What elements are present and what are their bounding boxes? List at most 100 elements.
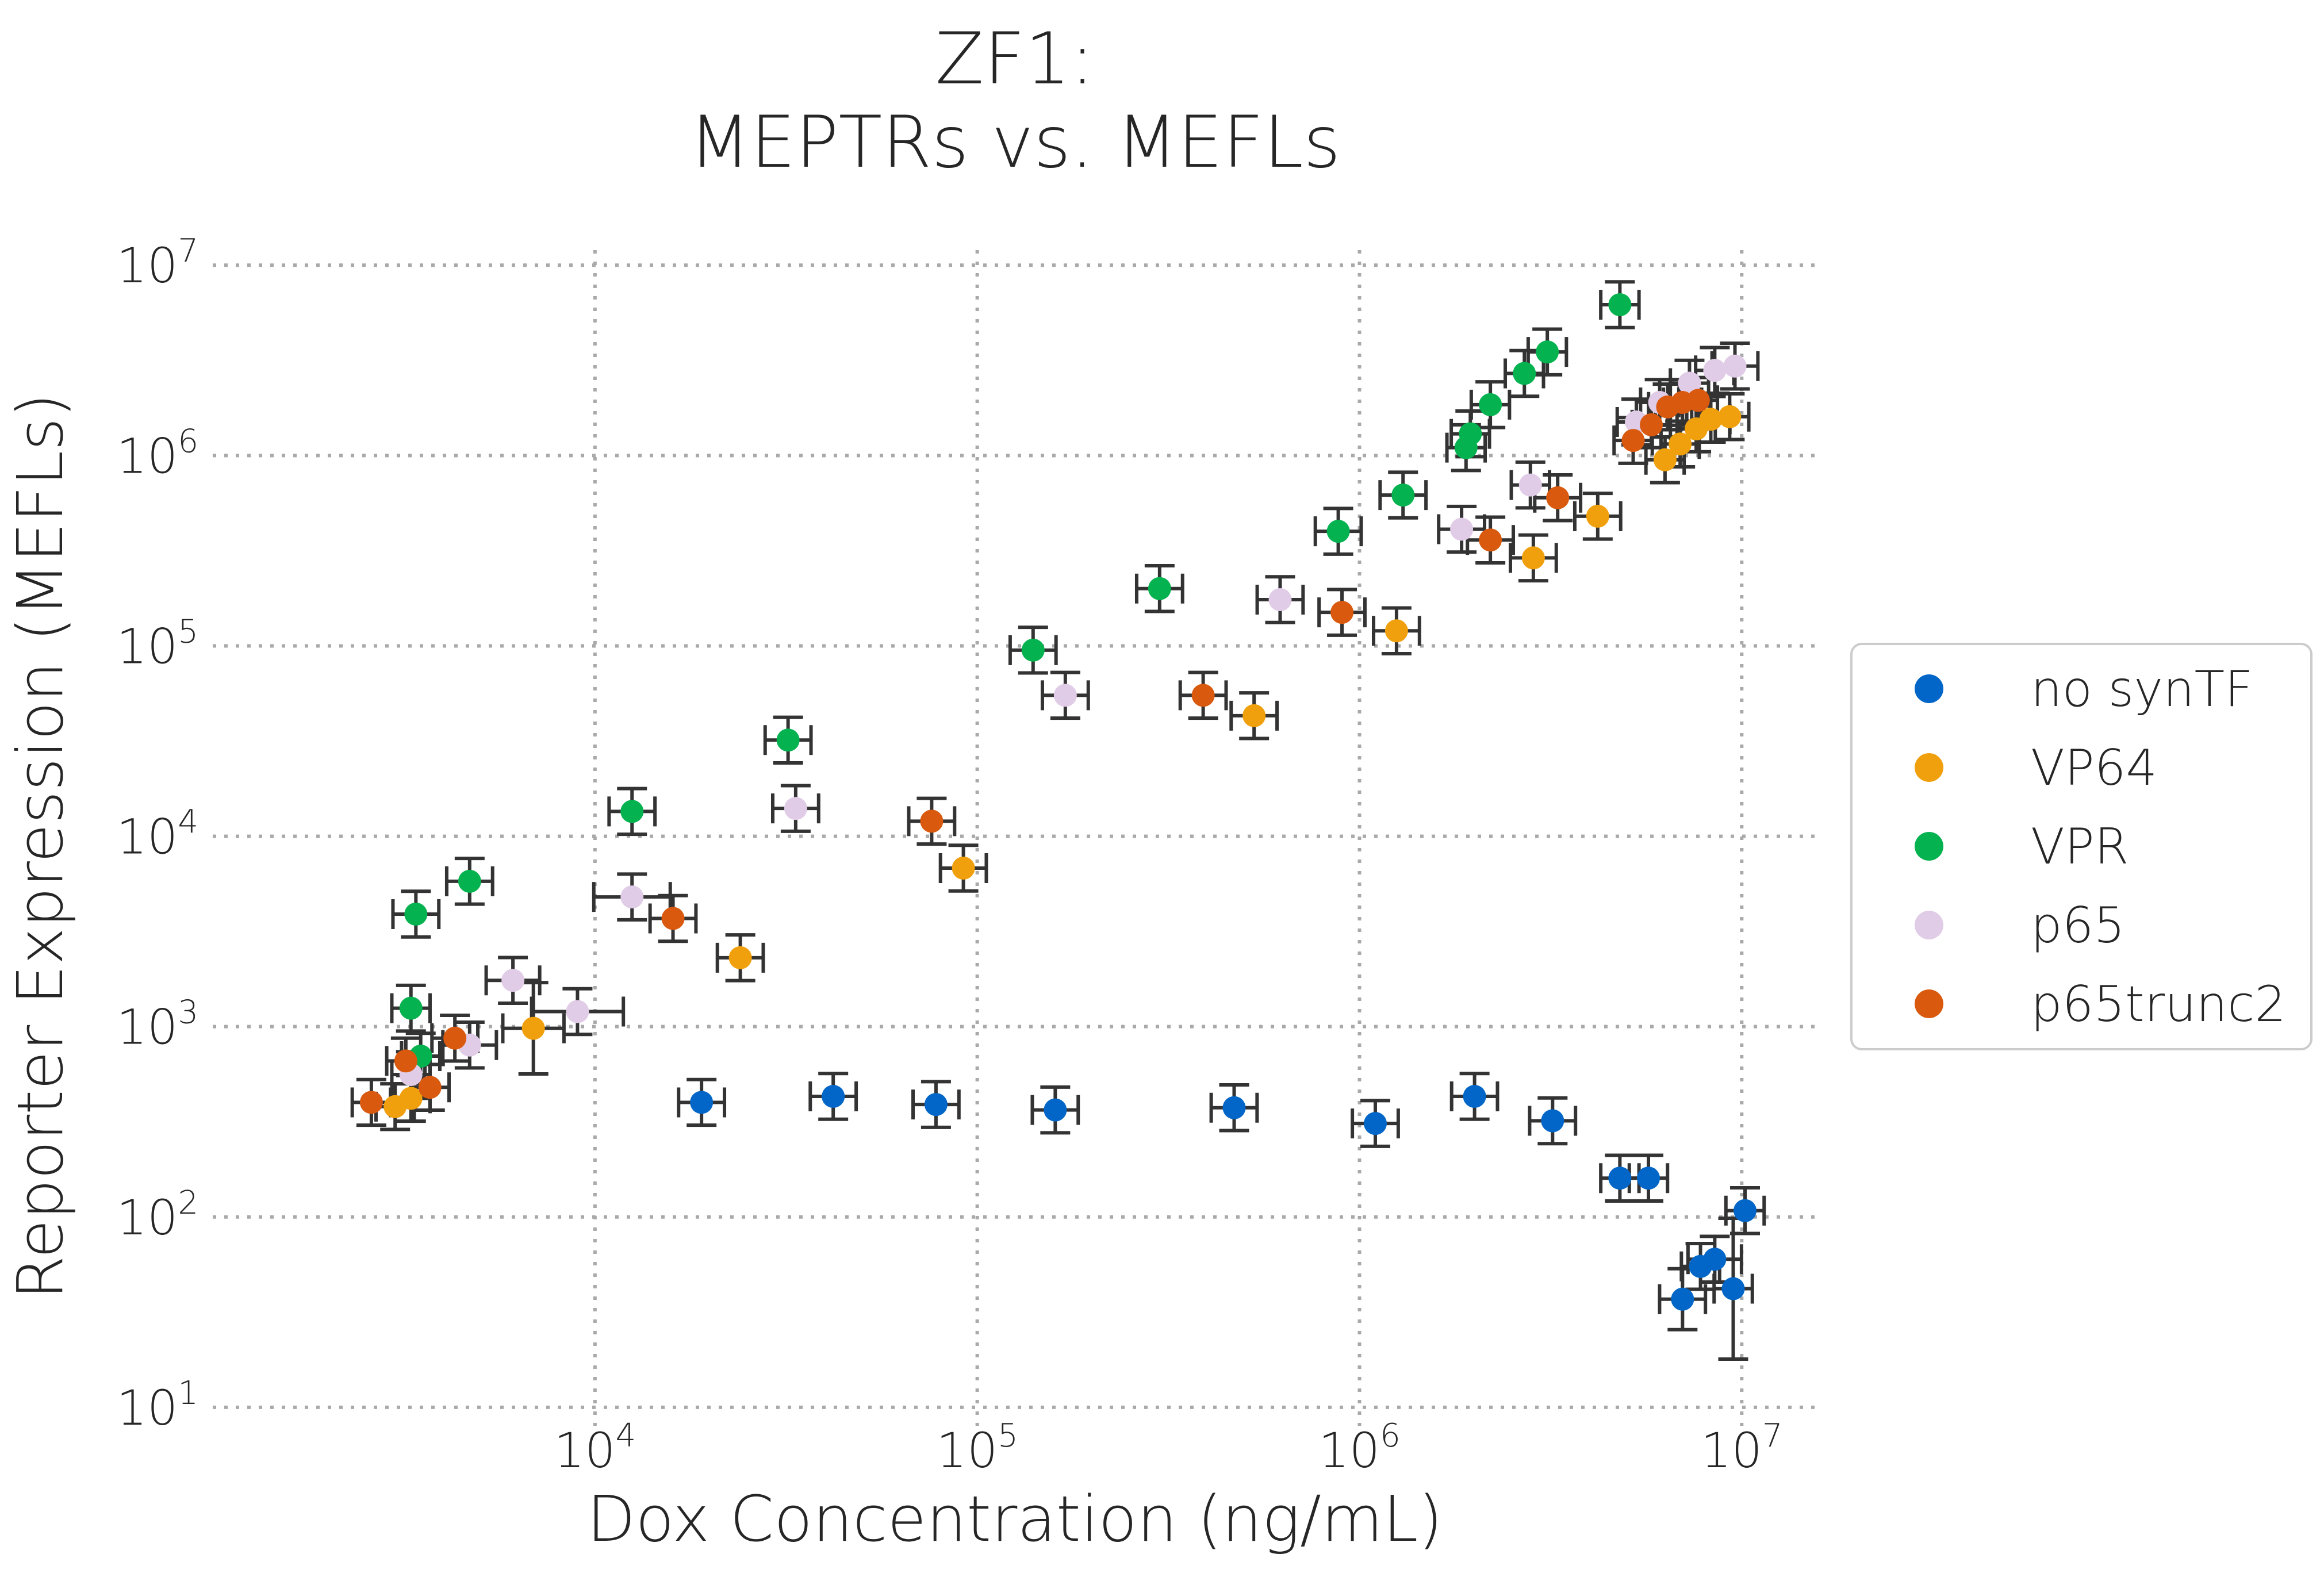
legend-frame (1850, 643, 2313, 1050)
data-point (443, 1026, 467, 1050)
data-point (1586, 504, 1609, 528)
data-point (920, 809, 944, 833)
legend-item: VP64 (1915, 739, 2157, 797)
legend-label: p65 (2031, 897, 2125, 954)
y-tick-label: 103 (116, 994, 198, 1056)
data-point (1621, 429, 1645, 452)
y-tick-label: 101 (116, 1375, 198, 1436)
legend-marker (1915, 674, 1943, 703)
data-point (458, 869, 481, 893)
data-point (418, 1076, 442, 1099)
data-point (1721, 1277, 1745, 1300)
data-point (1521, 546, 1545, 570)
legend-item: VPR (1915, 818, 2129, 876)
data-point (1363, 1112, 1387, 1135)
data-point (1330, 601, 1354, 624)
data-point (1463, 1085, 1486, 1108)
data-point (399, 996, 423, 1020)
data-point (1636, 1167, 1660, 1190)
legend-label: no synTF (2031, 661, 2253, 718)
data-point (620, 885, 644, 909)
data-point (1678, 371, 1701, 395)
data-point (1669, 432, 1692, 456)
y-tick-label: 106 (116, 423, 198, 484)
data-point (1191, 684, 1215, 707)
data-point (1021, 638, 1045, 662)
data-point (728, 946, 752, 969)
data-point (1640, 413, 1663, 436)
data-point (1703, 1248, 1727, 1271)
data-point (1723, 354, 1747, 378)
data-point (1686, 389, 1710, 412)
data-point (1703, 359, 1727, 382)
data-point (784, 797, 807, 820)
chart-title-line: MEPTRs vs. MEFLs (689, 101, 1340, 184)
error-bar (763, 715, 813, 765)
data-point (1546, 486, 1570, 509)
data-point (1699, 408, 1723, 431)
data-point (776, 728, 800, 752)
y-tick-label: 104 (116, 804, 198, 865)
data-point (620, 800, 644, 823)
data-point (1479, 393, 1502, 416)
x-tick-label: 104 (554, 1417, 636, 1479)
data-point (1513, 362, 1536, 385)
data-point (822, 1085, 845, 1108)
data-point (1734, 1199, 1757, 1222)
data-point (1044, 1098, 1067, 1122)
data-point (1541, 1109, 1564, 1133)
data-point (1385, 619, 1408, 643)
data-point (1391, 484, 1415, 507)
data-point (521, 1016, 545, 1040)
data-point (1326, 520, 1350, 543)
error-bar (715, 933, 765, 983)
data-point (1608, 293, 1632, 316)
data-point (1242, 704, 1266, 727)
x-tick-label: 107 (1701, 1417, 1783, 1479)
data-point (1148, 577, 1171, 600)
data-point (1222, 1096, 1246, 1119)
x-tick-label: 105 (936, 1417, 1018, 1479)
error-bars (350, 280, 1766, 1361)
data-point (1718, 405, 1742, 428)
error-bar (907, 796, 957, 846)
legend: no synTF VP64 VPR p65 p65trunc2 (1850, 643, 2313, 1050)
legend-marker (1915, 753, 1943, 782)
data-point (359, 1091, 383, 1114)
x-tick-label: 106 (1318, 1417, 1401, 1479)
legend-marker (1915, 911, 1943, 939)
data-point (690, 1091, 714, 1114)
grid (213, 250, 1820, 1426)
legend-item: p65 (1915, 897, 2125, 954)
legend-label: VP64 (2031, 739, 2157, 797)
data-point (1459, 422, 1482, 446)
legend-label: VPR (2031, 818, 2129, 876)
legend-marker (1915, 989, 1943, 1018)
data-point (1518, 473, 1542, 497)
x-axis-label: Dox Concentration (ng/mL) (587, 1482, 1443, 1556)
data-point (394, 1049, 417, 1073)
data-point (1479, 528, 1502, 552)
data-point (1053, 684, 1077, 707)
y-axis-label: Reporter Expression (MEFLs) (3, 393, 77, 1300)
data-point (1608, 1167, 1632, 1190)
data-point (1268, 588, 1292, 611)
data-point (1671, 1287, 1694, 1311)
chart-title-line: ZF1: (935, 18, 1095, 101)
data-point (501, 969, 525, 992)
data-point (952, 857, 975, 880)
legend-marker (1915, 832, 1943, 861)
data-point (924, 1093, 948, 1116)
data-point (1536, 340, 1559, 364)
legend-item: p65trunc2 (1915, 976, 2286, 1033)
data-point (566, 1000, 589, 1023)
x-axis-ticks: 104 105 106 107 (554, 1417, 1783, 1479)
data-point (1450, 517, 1474, 541)
data-point (1653, 448, 1677, 471)
error-bar (1526, 327, 1568, 377)
y-tick-label: 102 (116, 1184, 198, 1246)
data-points (359, 293, 1757, 1311)
y-tick-label: 105 (116, 613, 198, 674)
